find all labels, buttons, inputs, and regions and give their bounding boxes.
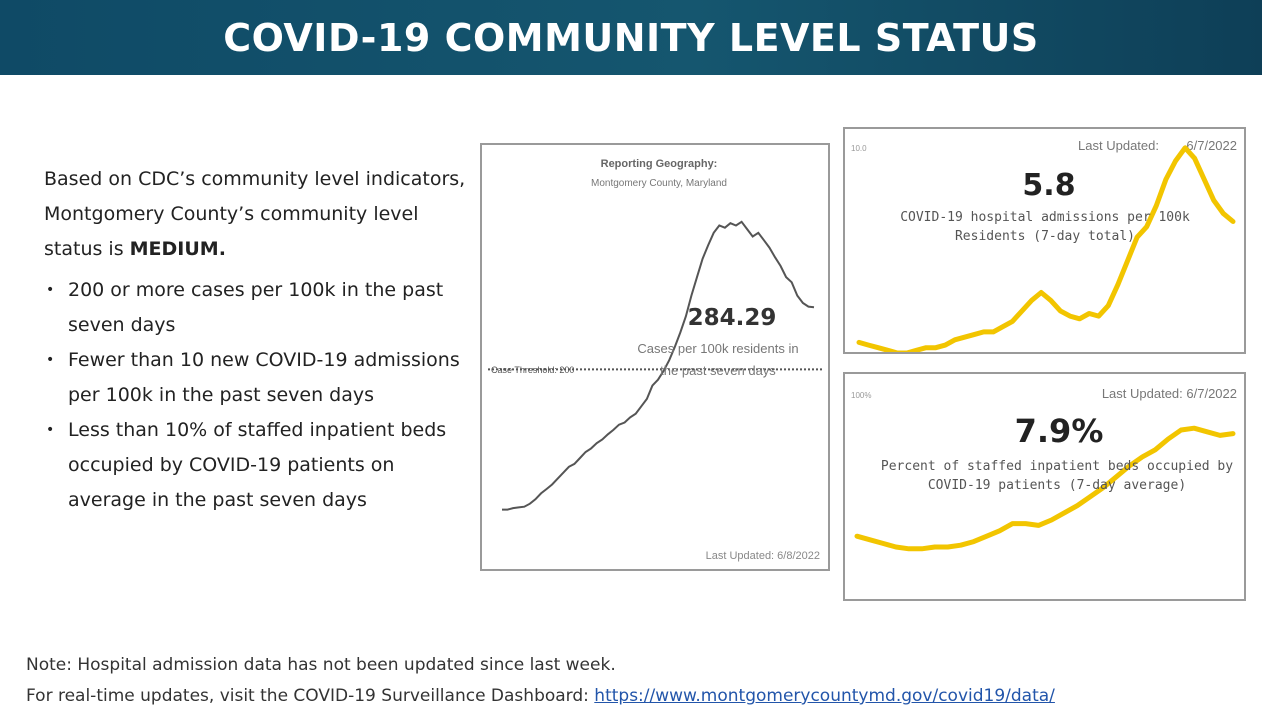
cases-chart-panel: Reporting Geography: Montgomery County, … xyxy=(480,143,830,571)
cases-caption-1: Cases per 100k residents in xyxy=(637,341,798,356)
cases-series-line xyxy=(502,220,815,511)
criteria-item: Fewer than 10 new COVID-19 admissions pe… xyxy=(46,343,474,413)
criteria-list: 200 or more cases per 100k in the past s… xyxy=(44,273,474,518)
admissions-big-value: 5.8 xyxy=(1022,168,1075,203)
cases-last-updated: Last Updated: 6/8/2022 xyxy=(706,550,820,562)
intro-paragraph: Based on CDC’s community level indicator… xyxy=(44,162,474,267)
intro-text: Based on CDC’s community level indicator… xyxy=(44,168,466,260)
admissions-chart: 10.0 Last Updated: 6/7/2022 5.8 COVID-19… xyxy=(851,138,1237,352)
footer-note: Note: Hospital admission data has not be… xyxy=(26,655,616,675)
page-title: COVID-19 COMMUNITY LEVEL STATUS xyxy=(223,15,1039,60)
criteria-item: 200 or more cases per 100k in the past s… xyxy=(46,273,474,343)
chart-title: Reporting Geography: xyxy=(601,158,718,170)
beds-last-updated: Last Updated: 6/7/2022 xyxy=(1102,386,1237,401)
beds-chart: 100% Last Updated: 6/7/2022 7.9% Percent… xyxy=(851,386,1237,552)
admissions-caption-2: Residents (7-day total) xyxy=(955,229,1135,244)
cases-chart: Reporting Geography: Montgomery County, … xyxy=(488,158,824,562)
admissions-caption-1: COVID-19 hospital admissions per 100k xyxy=(900,210,1190,225)
admissions-chart-panel: 10.0 Last Updated: 6/7/2022 5.8 COVID-19… xyxy=(843,127,1246,354)
admissions-ymax-label: 10.0 xyxy=(851,144,867,153)
beds-chart-panel: 100% Last Updated: 6/7/2022 7.9% Percent… xyxy=(843,372,1246,601)
status-description: Based on CDC’s community level indicator… xyxy=(44,162,474,518)
beds-series-line xyxy=(854,425,1236,552)
footer: Note: Hospital admission data has not be… xyxy=(26,650,1055,712)
footer-realtime-text: For real-time updates, visit the COVID-1… xyxy=(26,686,595,706)
admissions-updated-label: Last Updated: xyxy=(1078,138,1159,153)
chart-subtitle: Montgomery County, Maryland xyxy=(591,178,727,189)
dashboard-link[interactable]: https://www.montgomerycountymd.gov/covid… xyxy=(594,686,1055,706)
admissions-updated-date: 6/7/2022 xyxy=(1186,138,1237,153)
cases-big-value: 284.29 xyxy=(688,305,777,331)
beds-ymax-label: 100% xyxy=(851,391,871,400)
footer-realtime: For real-time updates, visit the COVID-1… xyxy=(26,681,1055,712)
beds-caption-2: COVID-19 patients (7-day average) xyxy=(928,478,1186,493)
beds-big-value: 7.9% xyxy=(1015,412,1104,450)
criteria-item: Less than 10% of staffed inpatient beds … xyxy=(46,413,474,518)
status-level: MEDIUM. xyxy=(129,238,226,260)
admissions-series-line xyxy=(856,145,1236,352)
title-bar: COVID-19 COMMUNITY LEVEL STATUS xyxy=(0,0,1262,75)
cases-caption-2: the past seven days xyxy=(660,363,776,378)
beds-caption-1: Percent of staffed inpatient beds occupi… xyxy=(881,459,1233,474)
